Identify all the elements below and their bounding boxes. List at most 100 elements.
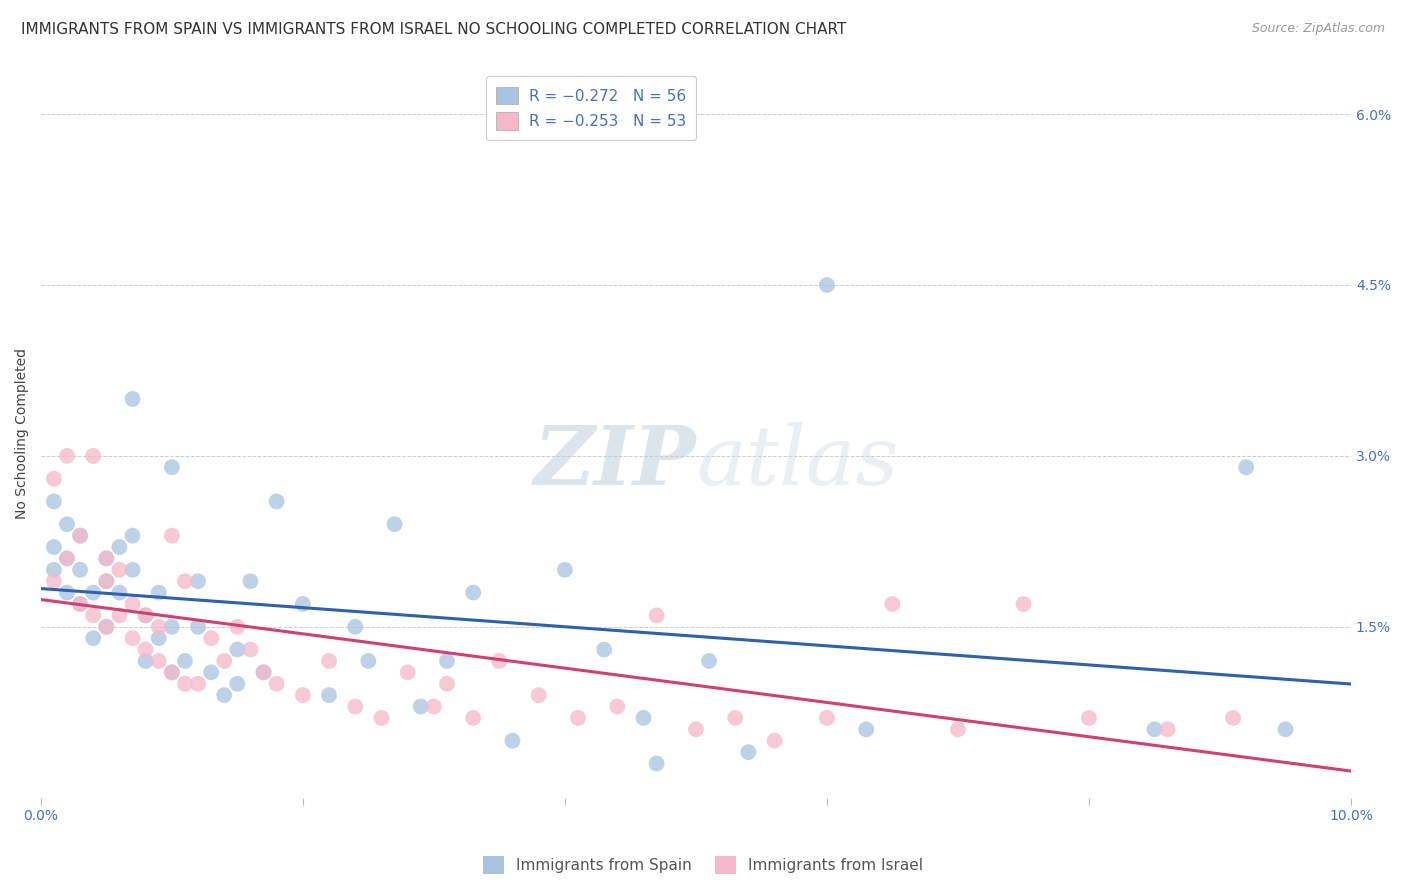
Point (135, 608, 157, 623)
Point (69, 563, 91, 577)
Point (409, 699, 432, 714)
Point (56, 551, 79, 566)
Point (226, 642, 249, 657)
Point (82, 585, 104, 599)
Point (187, 677, 209, 691)
Point (318, 688, 340, 702)
Point (882, 597, 904, 611)
Point (436, 654, 458, 668)
Point (645, 756, 668, 771)
Point (946, 723, 969, 737)
Point (148, 631, 170, 645)
Text: IMMIGRANTS FROM SPAIN VS IMMIGRANTS FROM ISRAEL NO SCHOOLING COMPLETED CORRELATI: IMMIGRANTS FROM SPAIN VS IMMIGRANTS FROM… (21, 22, 846, 37)
Point (135, 608, 157, 623)
Point (370, 711, 392, 725)
Point (135, 642, 157, 657)
Point (160, 620, 183, 634)
Point (815, 711, 838, 725)
Point (463, 711, 485, 725)
Point (226, 620, 249, 634)
Point (527, 688, 550, 702)
Point (436, 677, 458, 691)
Point (56, 517, 79, 532)
Point (291, 688, 314, 702)
Point (42, 540, 65, 554)
Point (82, 608, 104, 623)
Point (56, 449, 79, 463)
Point (344, 699, 367, 714)
Point (212, 688, 235, 702)
Point (1274, 723, 1296, 737)
Point (148, 654, 170, 668)
Point (160, 528, 183, 542)
Point (174, 574, 197, 589)
Text: Source: ZipAtlas.com: Source: ZipAtlas.com (1251, 22, 1385, 36)
Point (252, 665, 274, 680)
Point (252, 665, 274, 680)
Point (108, 563, 131, 577)
Point (291, 597, 314, 611)
Text: ZIP: ZIP (533, 422, 696, 502)
Point (96, 620, 118, 634)
Point (96, 574, 118, 589)
Point (121, 392, 143, 406)
Point (96, 574, 118, 589)
Point (685, 723, 707, 737)
Point (108, 608, 131, 623)
Point (42, 472, 65, 486)
Point (160, 665, 183, 680)
Point (724, 711, 747, 725)
Point (42, 563, 65, 577)
Point (56, 551, 79, 566)
Point (737, 745, 759, 759)
Point (423, 699, 446, 714)
Point (69, 528, 91, 542)
Point (174, 677, 197, 691)
Point (42, 574, 65, 589)
Point (606, 699, 628, 714)
Point (69, 528, 91, 542)
Point (96, 620, 118, 634)
Point (121, 631, 143, 645)
Point (121, 563, 143, 577)
Point (815, 277, 838, 292)
Point (200, 665, 222, 680)
Point (645, 608, 668, 623)
Point (82, 449, 104, 463)
Point (42, 494, 65, 508)
Point (69, 597, 91, 611)
Point (121, 528, 143, 542)
Point (554, 563, 576, 577)
Point (96, 551, 118, 566)
Point (697, 654, 720, 668)
Point (633, 711, 655, 725)
Text: atlas: atlas (696, 422, 898, 502)
Point (593, 642, 616, 657)
Point (160, 665, 183, 680)
Point (488, 654, 510, 668)
Point (56, 585, 79, 599)
Point (1222, 711, 1244, 725)
Point (357, 654, 380, 668)
Point (108, 585, 131, 599)
Point (200, 631, 222, 645)
Point (1078, 711, 1101, 725)
Point (148, 620, 170, 634)
Point (187, 620, 209, 634)
Point (318, 654, 340, 668)
Legend: Immigrants from Spain, Immigrants from Israel: Immigrants from Spain, Immigrants from I… (477, 850, 929, 880)
Point (396, 665, 419, 680)
Point (82, 631, 104, 645)
Point (212, 654, 235, 668)
Point (121, 597, 143, 611)
Point (148, 585, 170, 599)
Point (239, 574, 262, 589)
Point (108, 540, 131, 554)
Point (1234, 460, 1257, 475)
Point (160, 460, 183, 475)
Point (266, 677, 288, 691)
Point (384, 517, 406, 532)
Point (463, 585, 485, 599)
Point (96, 551, 118, 566)
Point (501, 733, 523, 747)
